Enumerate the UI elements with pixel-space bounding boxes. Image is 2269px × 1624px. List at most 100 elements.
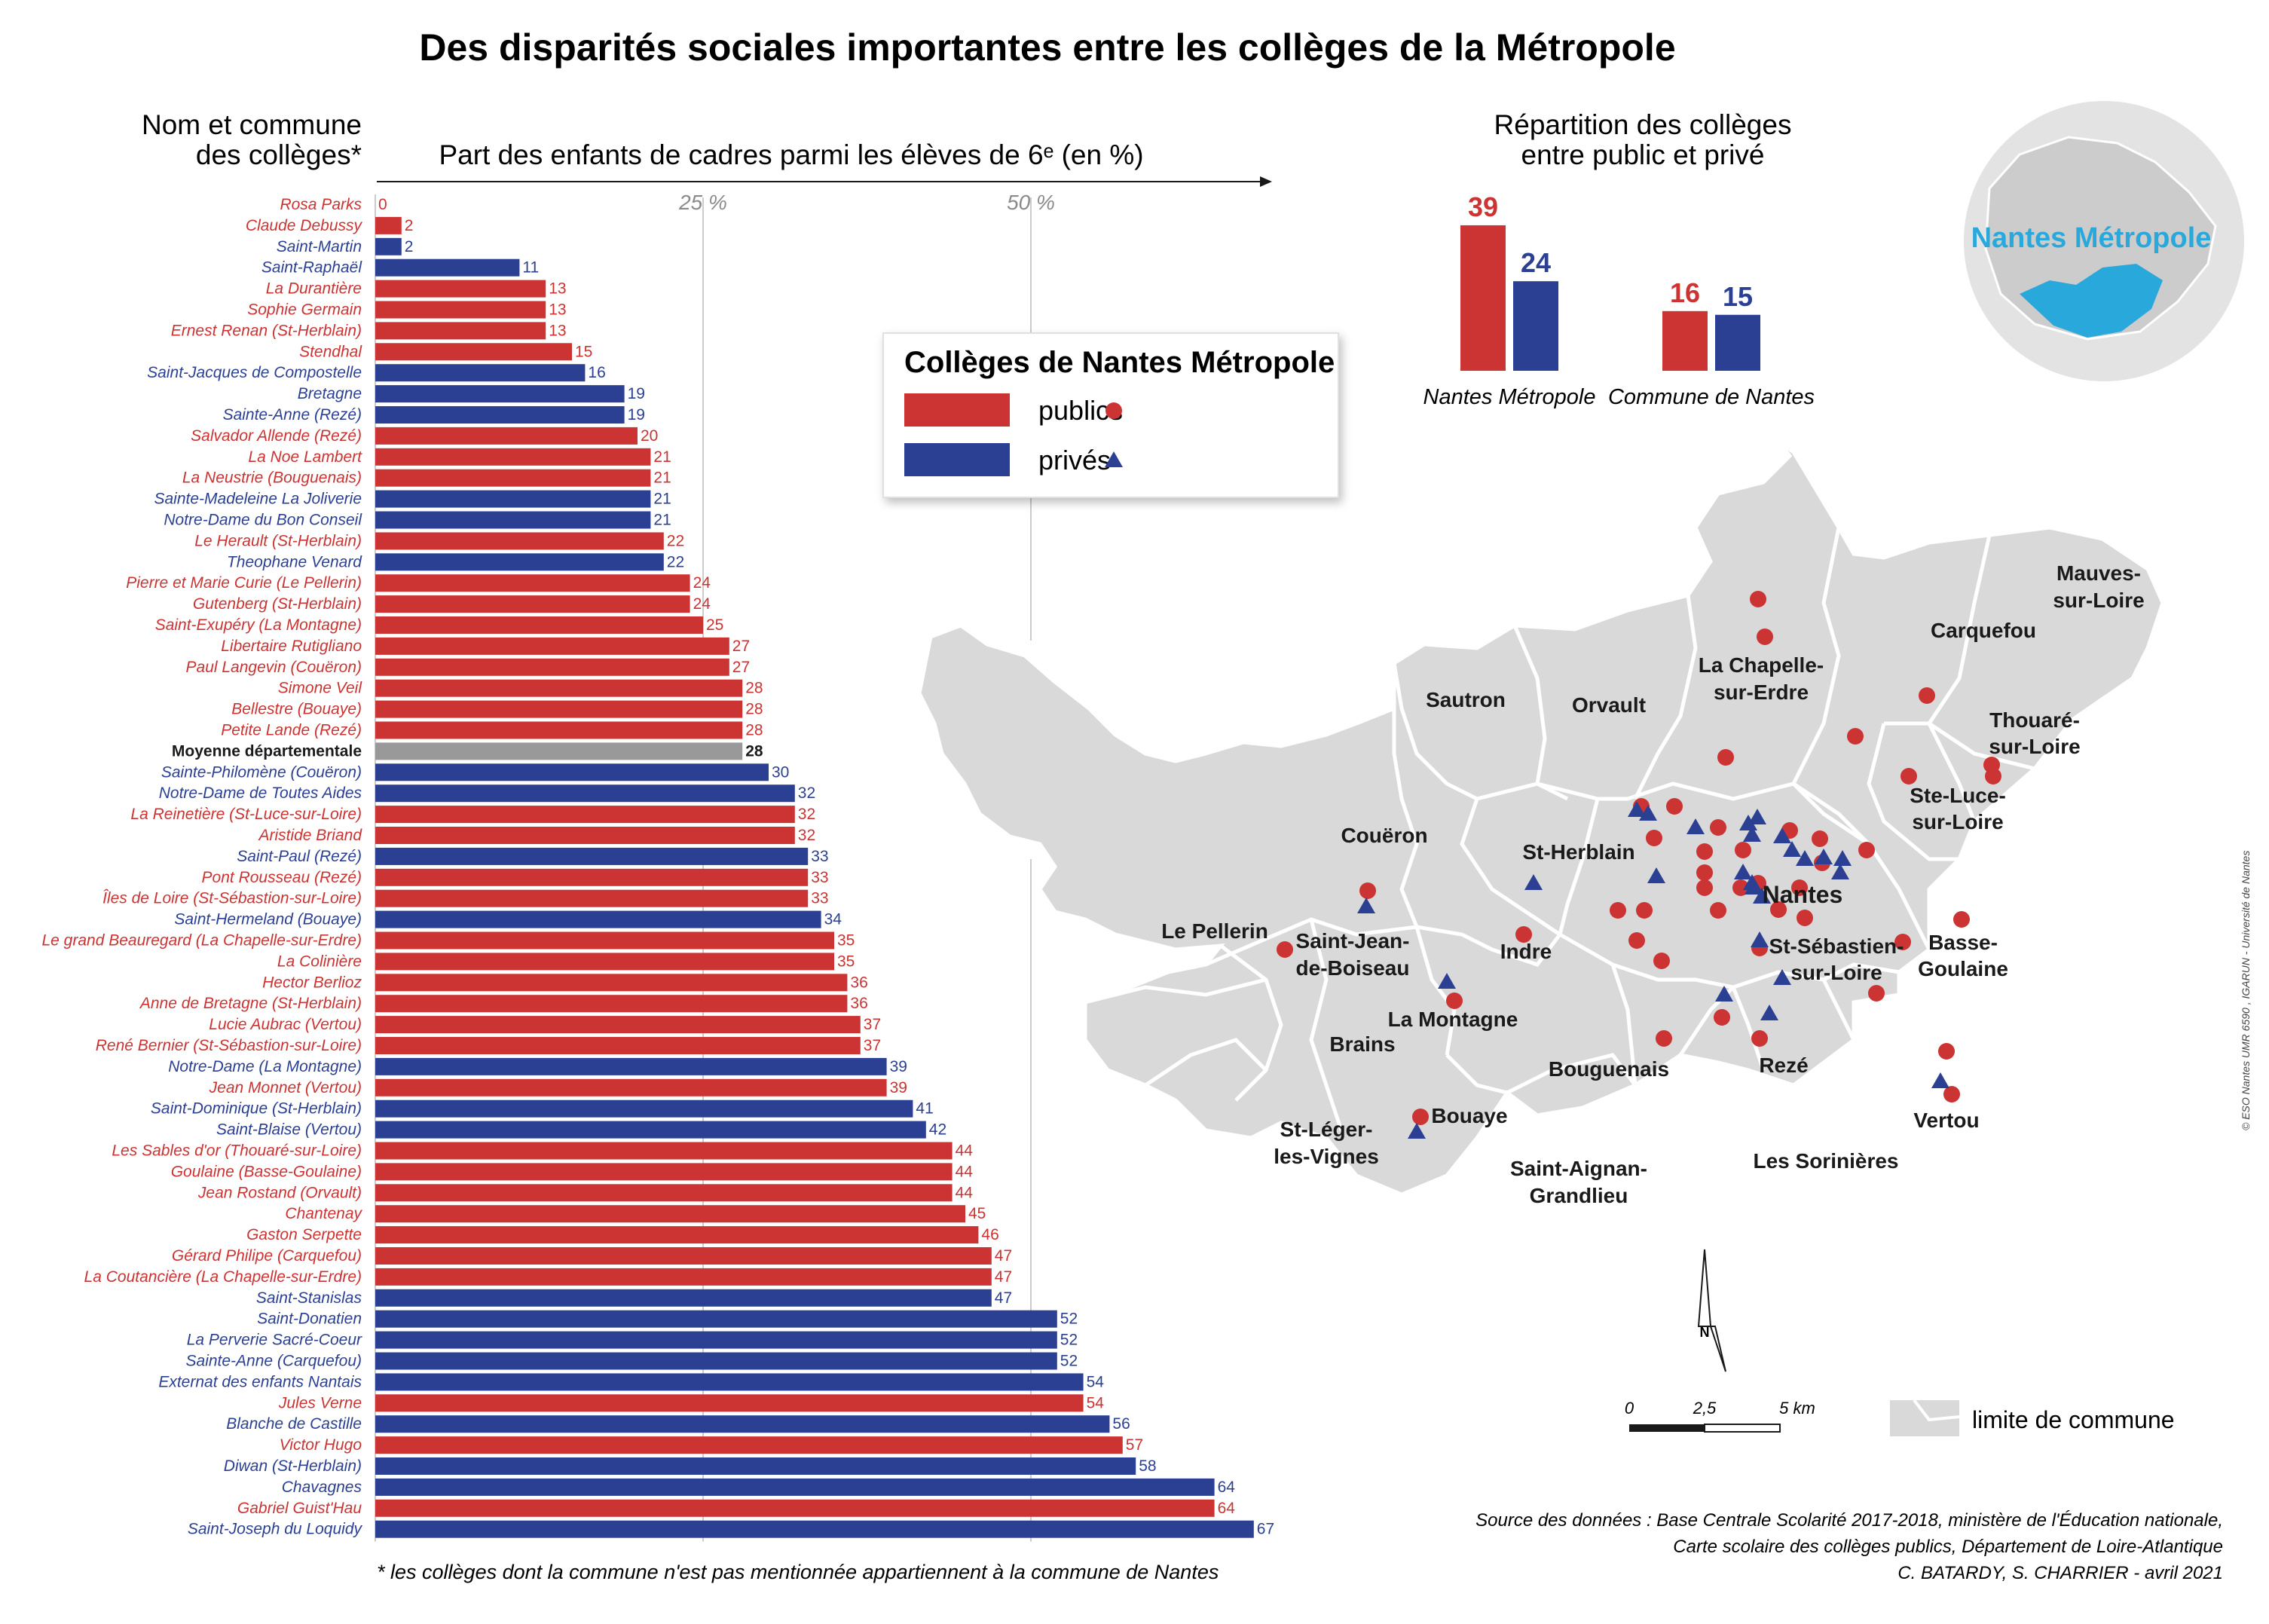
- public-college-marker: [1858, 842, 1875, 858]
- commune-label: Indre: [1500, 940, 1552, 963]
- private-college-marker: [1831, 864, 1849, 879]
- public-college-marker: [1646, 830, 1662, 846]
- category-label: La Coutancière (La Chapelle-sur-Erdre): [84, 1268, 362, 1286]
- commune-label: Nantes: [1763, 881, 1843, 908]
- bar: [375, 1037, 861, 1054]
- bar: [375, 931, 834, 950]
- data-label: 30: [772, 763, 789, 781]
- commune-label: Bouaye: [1431, 1104, 1507, 1127]
- commune-label: sur-Loire: [1989, 735, 2080, 758]
- data-label: 47: [995, 1268, 1012, 1286]
- data-label: 32: [798, 827, 815, 844]
- bar: [375, 490, 651, 508]
- bar: [375, 1163, 953, 1181]
- bar: [375, 406, 625, 424]
- value-axis-arrowhead: [1260, 176, 1272, 187]
- public-college-marker: [1696, 864, 1713, 881]
- bar: [375, 1057, 887, 1075]
- bar: [375, 1121, 926, 1139]
- north-arrow: N: [1697, 1249, 1726, 1372]
- public-college-marker: [1983, 757, 2000, 773]
- category-label: Lucie Aubrac (Vertou): [209, 1016, 362, 1033]
- category-label: Moyenne départementale: [172, 742, 362, 760]
- bar: [375, 511, 651, 529]
- private-college-marker: [1760, 1005, 1778, 1020]
- legend-title: Collèges de Nantes Métropole: [904, 346, 1335, 379]
- private-college-marker: [1639, 805, 1657, 821]
- category-label: Saint-Hermeland (Bouaye): [174, 911, 362, 928]
- bar: [375, 910, 821, 928]
- category-label: Saint-Donatien: [257, 1311, 362, 1328]
- bar: [375, 616, 703, 634]
- category-label: Notre-Dame de Toutes Aides: [159, 784, 362, 802]
- bar: [375, 1457, 1136, 1475]
- data-label: 24: [693, 595, 711, 613]
- legend-swatch-prive: [904, 443, 1010, 476]
- data-label: 2: [405, 238, 414, 255]
- category-label: La Noe Lambert: [248, 448, 362, 466]
- bar: [375, 1352, 1057, 1370]
- repartition-value: 15: [1723, 281, 1753, 312]
- commune-label: St-Herblain: [1522, 840, 1634, 864]
- private-college-marker: [1773, 969, 1791, 985]
- category-label: Îles de Loire (St-Sébastion-sur-Loire): [102, 890, 362, 907]
- bar: [375, 742, 743, 760]
- private-college-marker: [1783, 841, 1801, 857]
- public-college-marker: [1412, 1109, 1429, 1125]
- bar: [375, 868, 809, 886]
- public-college-marker: [1812, 830, 1828, 847]
- category-label: La Perverie Sacré-Coeur: [187, 1332, 362, 1349]
- data-label: 21: [653, 448, 671, 466]
- public-college-marker: [1797, 910, 1813, 926]
- bar: [375, 1373, 1084, 1391]
- bar: [375, 1415, 1110, 1433]
- bar: [375, 1310, 1057, 1328]
- bar: [375, 1016, 861, 1034]
- data-label: 13: [549, 280, 566, 298]
- category-label: Pierre et Marie Curie (Le Pellerin): [126, 574, 362, 592]
- bar: [375, 216, 402, 234]
- category-label: Sainte-Madeleine La Joliverie: [154, 491, 362, 508]
- category-label: Le Herault (St-Herblain): [194, 532, 362, 549]
- public-college-marker: [1696, 879, 1713, 896]
- data-label: 19: [628, 406, 645, 424]
- commune-label: Les Sorinières: [1754, 1149, 1899, 1173]
- public-college-marker: [1359, 882, 1376, 899]
- repartition-bar: [1715, 314, 1760, 371]
- public-college-marker: [1894, 934, 1911, 950]
- commune-label: les-Vignes: [1274, 1145, 1379, 1168]
- bar: [375, 806, 795, 824]
- category-label: La Reinetière (St-Luce-sur-Loire): [130, 806, 362, 823]
- commune-label: sur-Loire: [2053, 589, 2144, 612]
- data-label: 44: [956, 1163, 974, 1180]
- data-label: 57: [1126, 1436, 1143, 1454]
- private-college-marker: [1745, 879, 1763, 895]
- scale-bar: 0 2,5 5 km: [1625, 1399, 1815, 1433]
- commune-label: St-Léger-: [1280, 1118, 1373, 1141]
- inset-label: Nantes Métropole: [1971, 222, 2212, 254]
- private-college-marker: [1751, 931, 1769, 947]
- commune-label: Thouaré-: [1989, 708, 2080, 732]
- legend: Collèges de Nantes Métropole publics pri…: [882, 332, 1339, 498]
- category-header-line2: des collèges*: [196, 139, 362, 170]
- private-college-marker: [1739, 815, 1757, 830]
- circle-icon: [1105, 402, 1122, 419]
- triangle-icon: [1105, 451, 1123, 467]
- scale-label-mid: 2,5: [1693, 1399, 1717, 1418]
- data-label: 33: [811, 869, 828, 886]
- bar: [375, 427, 638, 445]
- data-label: 45: [968, 1205, 986, 1222]
- bar: [375, 847, 809, 865]
- bar: [375, 237, 402, 255]
- commune-label: St-Sébastien-: [1769, 934, 1904, 958]
- category-label: Les Sables d'or (Thouaré-sur-Loire): [112, 1142, 362, 1160]
- repartition-bar: [1460, 225, 1506, 371]
- bar: [375, 721, 743, 739]
- data-label: 35: [837, 932, 855, 950]
- public-college-marker: [1696, 843, 1713, 860]
- private-college-marker: [1833, 850, 1852, 866]
- category-label: Hector Berlioz: [262, 974, 362, 991]
- data-label: 21: [653, 469, 671, 487]
- source-line-1: Source des données : Base Centrale Scola…: [1475, 1510, 2223, 1531]
- category-label: Chavagnes: [282, 1479, 362, 1496]
